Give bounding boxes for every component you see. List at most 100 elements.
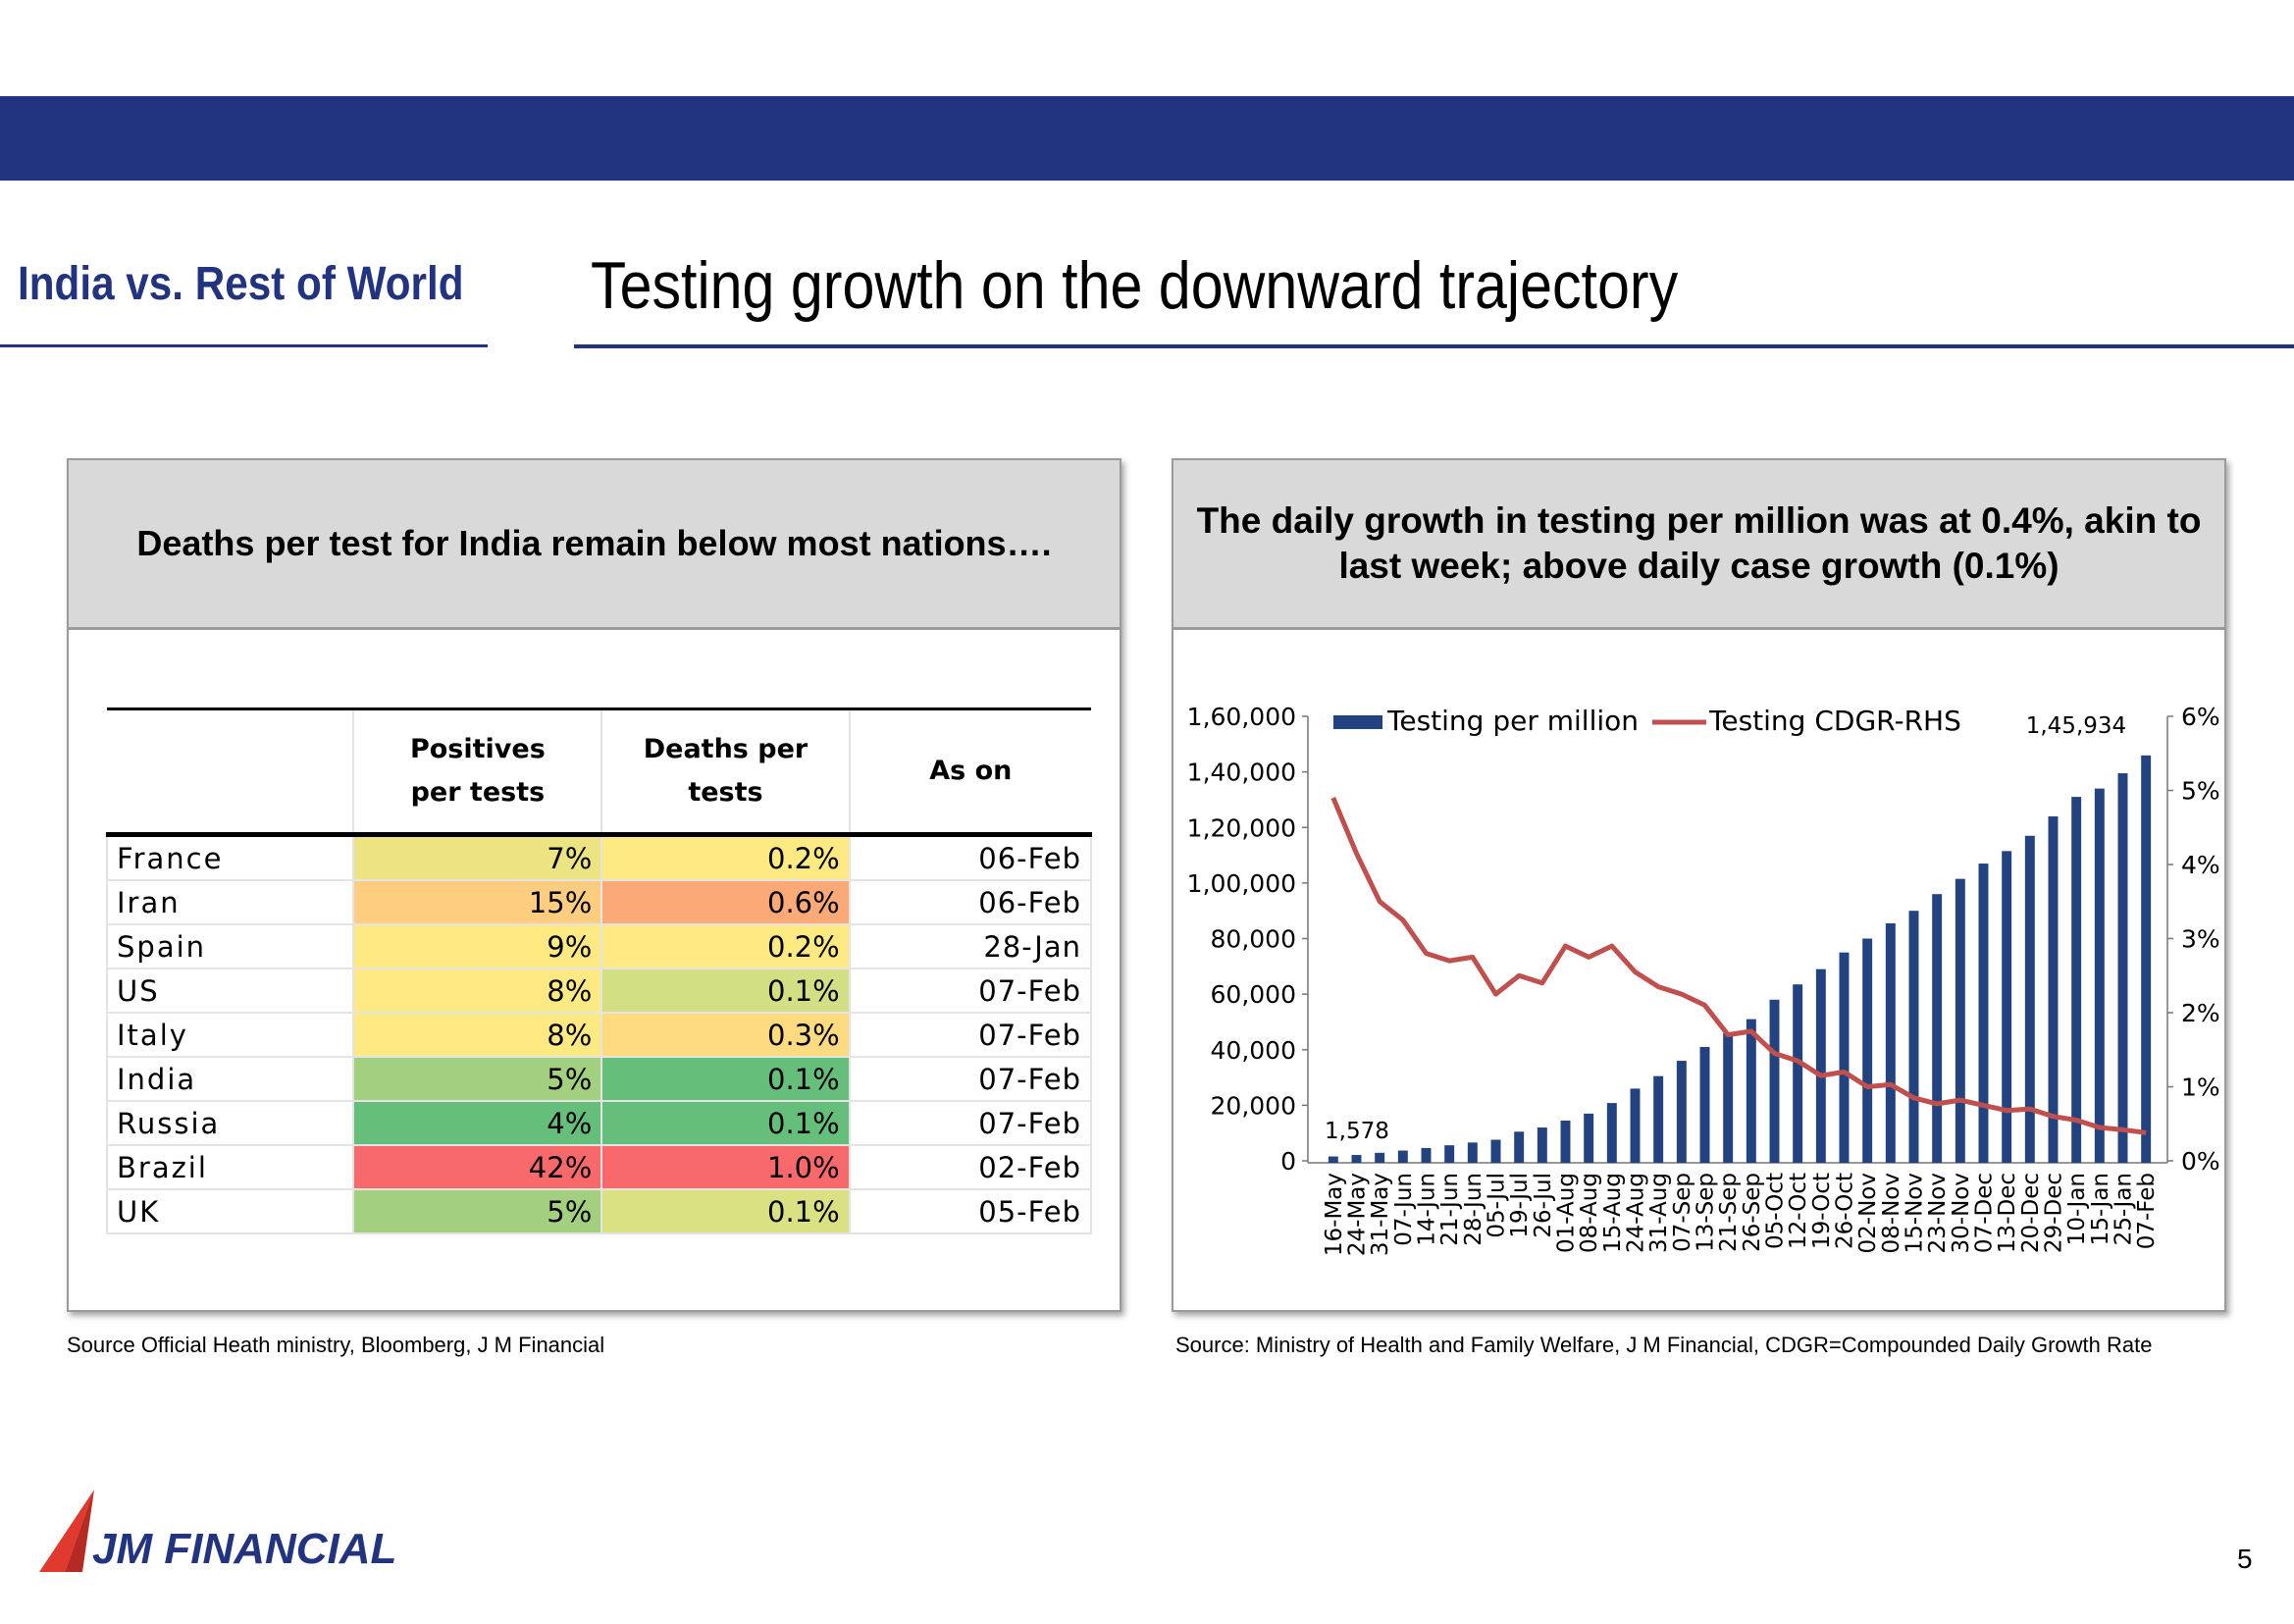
- left-axis-tick-label: 0: [1280, 1147, 1296, 1176]
- right-axis-tick-label: 4%: [2181, 851, 2220, 879]
- bar-testing-per-million: [2117, 773, 2128, 1163]
- positives-cell: 15%: [352, 879, 603, 925]
- table-row: UK 5% 0.1% 05-Feb: [105, 1188, 1093, 1234]
- table-row: India 5% 0.1% 07-Feb: [105, 1056, 1093, 1102]
- left-axis-tick-label: 60,000: [1211, 980, 1296, 1009]
- table-row: France 7% 0.2% 06-Feb: [105, 833, 1093, 881]
- country-cell: India: [105, 1056, 355, 1102]
- x-axis-tick-label: 15-Nov: [1903, 1173, 1928, 1253]
- table-row: Italy 8% 0.3% 07-Feb: [105, 1012, 1093, 1058]
- deaths-cell: 0.3%: [600, 1012, 851, 1058]
- left-source-note: Source Official Heath ministry, Bloomber…: [67, 1333, 605, 1357]
- x-axis-tick-label: 07-Sep: [1670, 1173, 1695, 1252]
- bar-testing-per-million: [1723, 1032, 1734, 1163]
- x-axis-tick-label: 13-Dec: [1995, 1173, 2020, 1253]
- x-axis-tick-label: 31-Aug: [1646, 1173, 1672, 1253]
- table-header-row: Positives per tests Deaths per tests As …: [107, 707, 1091, 837]
- x-axis-tick-label: 26-Jul: [1531, 1173, 1556, 1238]
- bar-testing-per-million: [1746, 1019, 1756, 1163]
- as-on-cell: 02-Feb: [848, 1144, 1093, 1190]
- section-title-underline: [0, 344, 488, 347]
- left-axis-tick-label: 20,000: [1211, 1091, 1296, 1120]
- positives-cell: 5%: [352, 1188, 603, 1234]
- positives-cell: 9%: [352, 923, 603, 969]
- bar-testing-per-million: [1699, 1046, 1710, 1163]
- bar-testing-per-million: [1676, 1061, 1687, 1163]
- bar-testing-per-million: [1653, 1075, 1664, 1163]
- column-header-country: [107, 707, 355, 837]
- x-axis-tick-label: 31-May: [1368, 1173, 1393, 1256]
- x-axis-tick-label: 01-Aug: [1554, 1173, 1580, 1253]
- top-banner: [0, 96, 2294, 181]
- country-cell: Spain: [105, 923, 355, 969]
- right-axis-tick-label: 0%: [2181, 1147, 2220, 1176]
- bar-testing-per-million: [2002, 851, 2012, 1163]
- right-panel-title: The daily growth in testing per million …: [1173, 460, 2224, 630]
- positives-cell: 4%: [352, 1100, 603, 1146]
- bar-testing-per-million: [1815, 969, 1826, 1163]
- bar-testing-per-million: [1885, 922, 1896, 1163]
- bar-testing-per-million: [1560, 1120, 1571, 1163]
- bar-testing-per-million: [1537, 1127, 1547, 1163]
- x-axis-tick-label: 19-Jul: [1507, 1173, 1533, 1238]
- x-axis-tick-label: 29-Dec: [2042, 1173, 2067, 1253]
- legend-label-testing-cdgr: Testing CDGR-RHS: [1708, 705, 1961, 737]
- left-axis-tick-label: 40,000: [1211, 1036, 1296, 1065]
- deaths-cell: 0.2%: [600, 833, 851, 881]
- right-axis-tick-label: 3%: [2181, 925, 2220, 954]
- x-axis-tick-label: 15-Jan: [2088, 1173, 2113, 1245]
- line-testing-cdgr: [1330, 797, 2147, 1135]
- table-body: France 7% 0.2% 06-Feb Iran 15% 0.6% 06-Feb Spain…: [105, 833, 1093, 1234]
- headline-underline: [574, 344, 2294, 348]
- left-panel-title: Deaths per test for India remain below m…: [69, 460, 1120, 630]
- x-axis-tick-label: 02-Nov: [1855, 1173, 1881, 1253]
- x-axis-tick-label: 15-Aug: [1600, 1173, 1626, 1253]
- as-on-cell: 28-Jan: [848, 923, 1093, 969]
- x-axis-tick-label: 20-Dec: [2018, 1173, 2044, 1253]
- bar-testing-per-million: [2071, 797, 2082, 1163]
- positives-cell: 8%: [352, 968, 603, 1014]
- bar-testing-per-million: [1793, 984, 1803, 1163]
- deaths-cell: 0.6%: [600, 879, 851, 925]
- positives-cell: 42%: [352, 1144, 603, 1190]
- table-row: Russia 4% 0.1% 07-Feb: [105, 1100, 1093, 1146]
- bar-testing-per-million: [1955, 878, 1965, 1163]
- deaths-cell: 0.1%: [600, 1188, 851, 1234]
- bar-testing-per-million: [1978, 864, 1989, 1163]
- x-axis-tick-label: 28-Jun: [1461, 1173, 1486, 1246]
- legend-label-testing-per-million: Testing per million: [1386, 705, 1639, 737]
- right-axis-tick-label: 2%: [2181, 999, 2220, 1027]
- x-axis-tick-label: 19-Oct: [1809, 1173, 1835, 1249]
- column-header-deaths: Deaths per tests: [601, 707, 851, 837]
- left-axis-tick-label: 80,000: [1211, 925, 1296, 954]
- deaths-cell: 0.1%: [600, 968, 851, 1014]
- bar-testing-per-million: [1584, 1113, 1594, 1163]
- data-label-first: 1,578: [1325, 1119, 1389, 1144]
- x-axis-tick-label: 16-May: [1322, 1173, 1347, 1256]
- bar-testing-per-million: [1490, 1139, 1501, 1163]
- x-axis-tick-label: 21-Jun: [1437, 1173, 1463, 1246]
- bar-testing-per-million: [1630, 1088, 1641, 1163]
- logo-mark-icon: [39, 1490, 94, 1572]
- x-axis-tick-label: 26-Oct: [1833, 1173, 1858, 1249]
- right-axis-tick-label: 1%: [2181, 1074, 2220, 1102]
- right-axis-tick-label: 5%: [2181, 777, 2220, 806]
- positives-cell: 8%: [352, 1012, 603, 1058]
- as-on-cell: 05-Feb: [848, 1188, 1093, 1234]
- country-cell: UK: [105, 1188, 355, 1234]
- country-cell: Italy: [105, 1012, 355, 1058]
- deaths-cell: 1.0%: [600, 1144, 851, 1190]
- x-axis-tick-label: 05-Jul: [1485, 1173, 1510, 1238]
- table-row: Brazil 42% 1.0% 02-Feb: [105, 1144, 1093, 1190]
- as-on-cell: 06-Feb: [848, 833, 1093, 881]
- bar-testing-per-million: [1606, 1103, 1617, 1163]
- bar-testing-per-million: [1421, 1147, 1432, 1163]
- x-axis-tick-label: 13-Sep: [1694, 1173, 1719, 1252]
- x-axis-tick-label: 08-Nov: [1879, 1173, 1904, 1253]
- deaths-cell: 0.1%: [600, 1100, 851, 1146]
- bar-testing-per-million: [1769, 999, 1780, 1163]
- left-axis-tick-label: 1,00,000: [1187, 869, 1296, 898]
- data-label-last: 1,45,934: [2026, 713, 2126, 739]
- country-cell: France: [105, 833, 355, 881]
- deaths-per-test-table: Positives per tests Deaths per tests As …: [105, 707, 1093, 1234]
